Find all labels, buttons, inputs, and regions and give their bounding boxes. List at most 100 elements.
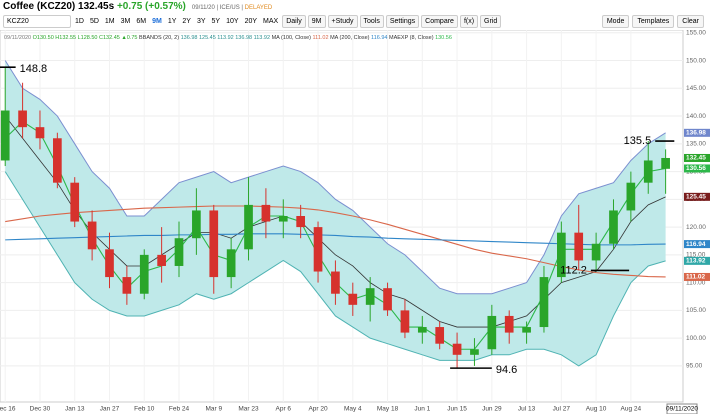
legend-values: 136.98 125.45 113.92 136.98 113.92: [181, 35, 270, 41]
tool-button[interactable]: f(x): [459, 15, 479, 28]
range-button[interactable]: 1Y: [167, 18, 177, 25]
range-button[interactable]: 2Y: [182, 18, 191, 25]
x-tick-label: Jan 13: [65, 406, 85, 413]
x-tick-label: Dec 16: [0, 406, 16, 413]
x-tick-label: Mar 9: [205, 406, 222, 413]
quote-header: Coffee (KCZ20) 132.45s +0.75 (+0.57%) 09/…: [3, 1, 273, 12]
y-tick-label: 110.00: [686, 279, 706, 286]
y-tick-label: 115.00: [686, 252, 706, 259]
candle-body: [331, 271, 340, 294]
tool-button[interactable]: Templates: [632, 15, 675, 28]
annotation-label: 135.5: [624, 135, 652, 147]
y-tick-label: 150.00: [686, 57, 706, 64]
annotation-label: 148.8: [20, 63, 48, 75]
candle-body: [365, 288, 375, 305]
range-button[interactable]: 3Y: [196, 18, 206, 25]
candle-body: [609, 210, 618, 244]
x-tick-label: Jan 27: [100, 406, 120, 413]
legend-values: 130.56: [435, 35, 452, 41]
date-tag: [666, 403, 698, 414]
range-button[interactable]: 20Y: [244, 18, 258, 25]
candle-body: [157, 254, 166, 266]
x-tick-label: Jun 29: [482, 406, 502, 413]
candle-body: [348, 293, 358, 305]
date: 09/11/20: [191, 5, 215, 11]
legend-study: BBANDS (20, 2): [139, 35, 179, 41]
candle-body: [105, 249, 114, 278]
x-tick-label: Jun 1: [414, 406, 430, 413]
range-button[interactable]: 6M: [136, 18, 147, 25]
price: 132.45s: [78, 1, 115, 12]
x-tick-label: Jun 15: [447, 406, 467, 413]
candle-body: [417, 327, 427, 333]
candle-body: [53, 138, 62, 183]
range-button[interactable]: 10Y: [226, 18, 239, 25]
candle-body: [591, 243, 601, 261]
candle-body: [174, 238, 184, 266]
price-tag: [684, 192, 710, 201]
candle-body: [661, 157, 670, 169]
annotation-label: 94.6: [496, 364, 517, 376]
x-tick-label: May 18: [377, 406, 399, 413]
range-button[interactable]: 5D: [89, 18, 99, 25]
price-tag-label: 132.45: [686, 155, 706, 162]
range-button[interactable]: 5Y: [211, 18, 221, 25]
price-tag: [684, 272, 710, 281]
y-tick-label: 155.00: [686, 30, 706, 36]
x-tick-label: Apr 6: [276, 406, 292, 413]
right-buttons: Mode Templates Clear: [601, 15, 704, 28]
symbol-input[interactable]: KCZ20: [3, 15, 71, 28]
price-tag-label: 130.56: [686, 165, 706, 172]
candle-body: [383, 288, 392, 311]
candle-body: [574, 232, 584, 261]
candle-body: [626, 182, 636, 211]
candle-body: [435, 327, 445, 344]
candle-body: [122, 277, 132, 294]
tool-button[interactable]: Settings: [385, 15, 420, 28]
x-tick-label: Jul 13: [518, 406, 536, 413]
x-tick-label: Feb 10: [134, 406, 155, 413]
range-button[interactable]: MAX: [263, 18, 279, 25]
range-bar: KCZ20 1D 5D 1M 3M 6M 9M 1Y 2Y 3Y 5Y 10Y 20Y MAX Daily 9…: [3, 15, 502, 28]
candle-body: [504, 315, 514, 333]
candle-body: [87, 221, 97, 250]
price-tag: [684, 256, 710, 265]
legend-values: 111.02: [313, 35, 329, 41]
tool-button[interactable]: Tools: [359, 15, 384, 28]
candle-body: [192, 210, 201, 239]
tool-button[interactable]: Clear: [677, 15, 704, 28]
candle-body: [261, 204, 271, 222]
y-tick-label: 140.00: [686, 113, 706, 120]
tool-button[interactable]: Mode: [601, 15, 630, 28]
interval-select[interactable]: Daily: [282, 15, 306, 28]
candle-body: [296, 216, 306, 228]
x-tick-label: Apr 20: [308, 406, 328, 413]
range-button[interactable]: 3M: [120, 18, 131, 25]
tool-button[interactable]: +Study: [327, 15, 358, 28]
candle-body: [139, 254, 149, 294]
period-select[interactable]: 9M: [307, 15, 326, 28]
change: +0.75 (+0.57%): [116, 1, 186, 12]
y-tick-label: 120.00: [686, 224, 706, 231]
x-tick-label: Mar 23: [238, 406, 259, 413]
tool-button[interactable]: Compare: [421, 15, 458, 28]
range-button[interactable]: 1M: [104, 18, 115, 25]
price-tag-label: 136.98: [686, 130, 706, 137]
y-tick-label: 95.00: [686, 363, 703, 370]
candle-body: [452, 343, 462, 355]
tool-button[interactable]: Grid: [480, 15, 502, 28]
annotation-label: 112.2: [560, 264, 587, 276]
range-button[interactable]: 1D: [75, 18, 84, 25]
x-tick-label: Aug 10: [586, 406, 607, 413]
candle-body: [522, 327, 531, 333]
price-tag-label: 125.45: [686, 194, 706, 201]
candle-body: [226, 249, 236, 278]
title: Coffee (KCZ20): [3, 1, 76, 12]
legend-study: MA (100, Close): [272, 35, 312, 41]
price-tag: [684, 153, 710, 162]
candle-body: [70, 182, 80, 222]
y-tick-label: 135.00: [686, 141, 706, 148]
range-button[interactable]: 9M: [152, 18, 162, 25]
x-tick-label: Jul 27: [553, 406, 571, 413]
